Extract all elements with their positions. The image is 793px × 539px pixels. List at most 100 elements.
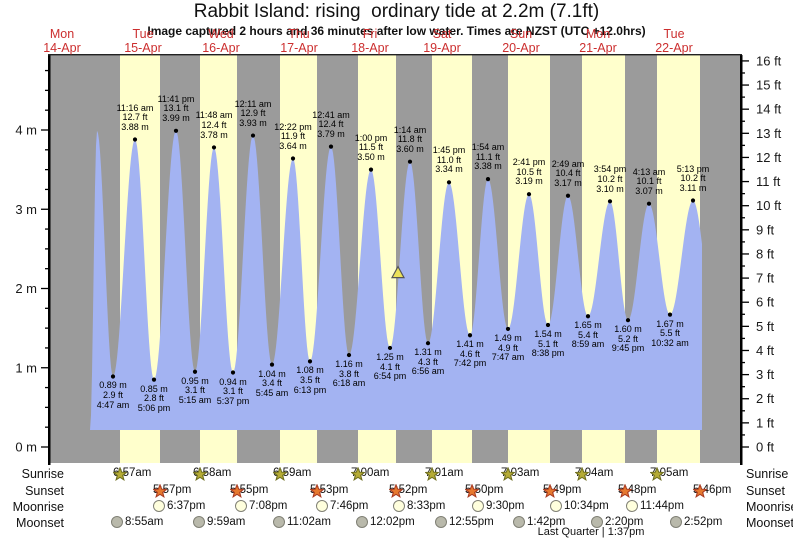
moonrise-time: 6:37pm (167, 500, 206, 512)
low-tide-dot (505, 326, 511, 332)
tide-label-line: 12.7 ft (122, 112, 148, 123)
tide-label-line: 3.11 m (679, 182, 707, 193)
low-tide-dot (467, 333, 473, 338)
sunrise-event: 7:04am (575, 467, 613, 481)
tide-label-line: 12.9 ft (240, 108, 266, 119)
tide-label-line: 3.34 m (435, 164, 463, 175)
moonset-event: 8:55am (111, 516, 163, 528)
tide-label-line: 12.4 ft (318, 119, 344, 130)
tide-label-line: 10.1 ft (636, 176, 662, 187)
day-label: Wed 16-Apr (202, 27, 240, 55)
low-tide-dot (269, 362, 275, 367)
tide-label-line: 1.25 m (376, 351, 404, 362)
sunrise-event: 7:00am (351, 467, 389, 481)
sunset-star-icon (618, 484, 632, 498)
day-date: 17-Apr (280, 40, 318, 55)
sunrise-event: 7:03am (501, 467, 539, 481)
low-tide-dot (667, 312, 673, 317)
tide-label-line: 5.5 ft (659, 328, 680, 339)
high-tide-label: 1:00 pm 11.5 ft 3.50 m (340, 133, 402, 163)
tide-label-line: 6:54 pm (373, 371, 407, 382)
sunrise-event: 7:01am (425, 467, 463, 481)
high-tide-label: 1:14 am 11.8 ft 3.60 m (379, 125, 441, 155)
moonrise-event: 6:37pm (153, 500, 205, 512)
moonrise-event: 9:30pm (472, 500, 524, 512)
day-date: 18-Apr (351, 40, 389, 55)
sunrise-event: 6:58am (193, 467, 231, 481)
tide-label-line: 2:49 am (551, 158, 585, 169)
day-date: 21-Apr (579, 40, 617, 55)
moonset-time: 9:59am (207, 516, 246, 528)
day-label: Thu 17-Apr (280, 27, 318, 55)
high-tide-dot (173, 128, 179, 133)
top-border (48, 54, 742, 56)
day-label: Mon 14-Apr (43, 27, 81, 55)
day-date: 15-Apr (124, 40, 162, 55)
high-tide-label: 1:54 am 11.1 ft 3.38 m (457, 143, 519, 172)
row-label-moonrise: Moonrise (12, 500, 64, 514)
day-name: Tue (663, 27, 685, 41)
tide-label-line: 3.88 m (121, 121, 149, 132)
sunset-event: 5:52pm (389, 484, 427, 498)
current-tide-marker (390, 265, 406, 279)
moonset-time: 8:55am (125, 516, 164, 528)
tide-label-line: 1.67 m (656, 318, 684, 329)
low-tide-dot (585, 314, 591, 319)
high-tide-label: 1:45 pm 11.0 ft 3.34 m (418, 146, 480, 175)
right-axis-label: 1 ft (756, 415, 774, 430)
row-label-moonrise: Moonrise (746, 500, 793, 514)
sunset-event: 5:53pm (310, 484, 348, 498)
moonset-moon-icon (193, 516, 205, 528)
tide-label-line: 5:15 am (178, 394, 212, 405)
sunrise-star-icon (113, 467, 127, 481)
tide-label-line: 1:54 am (471, 142, 505, 153)
right-axis-label: 0 ft (756, 440, 774, 455)
high-tide-dot (211, 145, 217, 150)
moonset-moon-icon (435, 516, 447, 528)
low-tide-label: 0.89 m 2.9 ft 4:47 am (82, 381, 144, 410)
low-tide-dot (545, 322, 551, 328)
tide-label-line: 1.04 m (258, 368, 286, 379)
day-name: Thu (288, 27, 310, 41)
sunset-event: 5:49pm (543, 484, 581, 498)
tide-label-line: 3.5 ft (299, 375, 320, 385)
sunrise-star-icon (575, 467, 589, 481)
tide-label-line: 4.3 ft (417, 356, 438, 367)
moonrise-moon-icon (153, 500, 165, 512)
right-axis-label: 16 ft (756, 53, 782, 68)
high-tide-dot (132, 137, 138, 142)
tide-label-line: 4.9 ft (497, 342, 518, 353)
tide-label-line: 7:42 pm (453, 358, 487, 369)
moonset-moon-icon (273, 516, 285, 528)
tide-label-line: 12.4 ft (201, 120, 227, 131)
low-tide-label: 1.25 m 4.1 ft 6:54 pm (359, 351, 421, 382)
sunset-star-icon (465, 484, 479, 498)
low-tide-dot (307, 359, 313, 364)
row-label-moonset: Moonset (16, 516, 64, 530)
sunset-event: 5:48pm (618, 484, 656, 498)
moonrise-time: 8:33pm (407, 500, 446, 512)
tide-label-line: 6:56 am (411, 366, 445, 377)
tide-label-line: 3.50 m (357, 151, 385, 162)
moonrise-time: 11:44pm (640, 500, 684, 512)
left-axis-label: 3 m (15, 202, 37, 217)
day-date: 19-Apr (423, 40, 461, 55)
day-label: Tue 22-Apr (655, 27, 693, 55)
tide-label-line: 10:32 am (651, 337, 689, 348)
moonset-time: 12:55pm (449, 516, 494, 528)
right-axis-label: 13 ft (756, 126, 782, 141)
tide-label-line: 6:18 am (332, 378, 366, 389)
sunrise-event: 6:59am (273, 467, 311, 481)
right-axis-label: 5 ft (756, 319, 774, 334)
tide-label-line: 9:45 pm (611, 343, 645, 354)
tide-label-line: 2.8 ft (143, 393, 164, 404)
moonrise-event: 7:08pm (235, 500, 287, 512)
high-tide-label: 11:16 am 12.7 ft 3.88 m (104, 103, 166, 133)
tide-label-line: 1.65 m (574, 320, 602, 331)
tide-label-line: 13.1 ft (163, 103, 189, 114)
tide-label-line: 5.1 ft (537, 338, 558, 349)
sunset-event: 5:55pm (230, 484, 268, 498)
tide-label-line: 6:13 pm (293, 384, 327, 395)
high-tide-label: 11:41 pm 13.1 ft 3.99 m (145, 94, 207, 124)
moonset-time: 2:52pm (684, 516, 723, 528)
